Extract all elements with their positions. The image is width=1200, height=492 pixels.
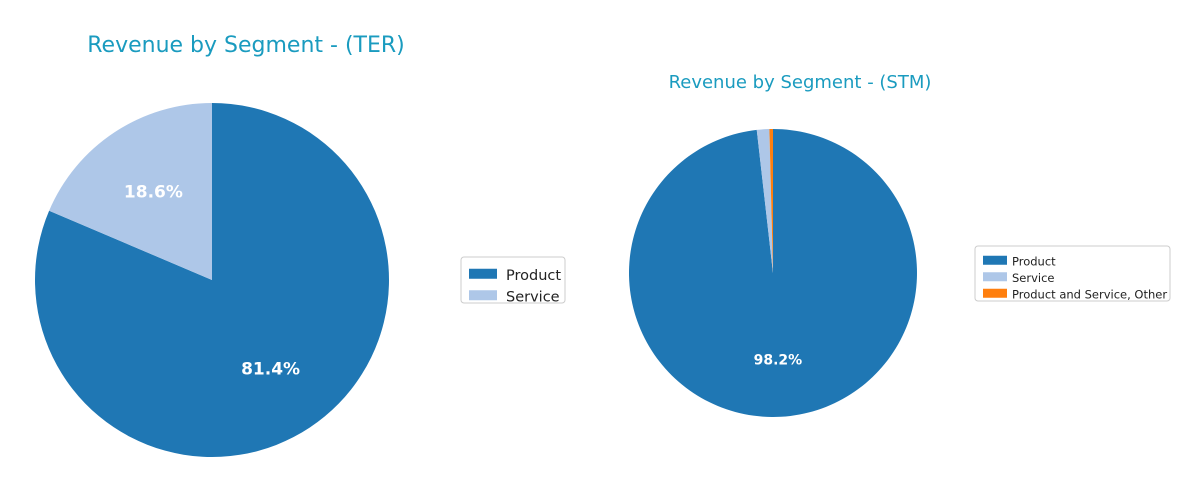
pie-labels-ter: 81.4% 18.6% [124,183,300,380]
pie-slice-service [49,102,213,280]
legend-swatch [469,268,497,279]
legend-swatch [469,290,497,301]
chart-title-ter: Revenue by Segment - (TER) [87,33,405,58]
legend-swatch [983,255,1007,265]
pie-pct-label: 18.6% [124,183,183,203]
pie-slice-product [34,103,389,457]
legend-ter: Product Service [460,256,566,306]
chart-stm: Revenue by Segment - (STM) 98.2% Product… [628,72,1171,417]
legend-label: Product and Service, Other [1012,288,1167,302]
legend-swatch [983,288,1007,298]
pie-slice-service [756,129,773,273]
chart-title-stm: Revenue by Segment - (STM) [669,72,932,93]
pie-labels-stm: 98.2% [754,352,803,368]
legend-box [974,245,1171,302]
pie-slice-product-and-service-other [769,129,773,273]
pie-stm [628,129,917,417]
legend-swatch [983,272,1007,282]
legend-label: Service [1012,271,1055,285]
chart-ter: Revenue by Segment - (TER) 81.4% 18.6% Pr… [34,33,566,457]
legend-stm: Product Service Product and Service, Other [974,245,1171,302]
pie-ter [34,102,389,457]
pie-pct-label: 81.4% [241,360,300,380]
legend-label: Product [506,268,561,284]
legend-label: Service [506,290,560,306]
legend-label: Product [1012,255,1056,269]
pie-pct-label: 98.2% [754,352,803,368]
